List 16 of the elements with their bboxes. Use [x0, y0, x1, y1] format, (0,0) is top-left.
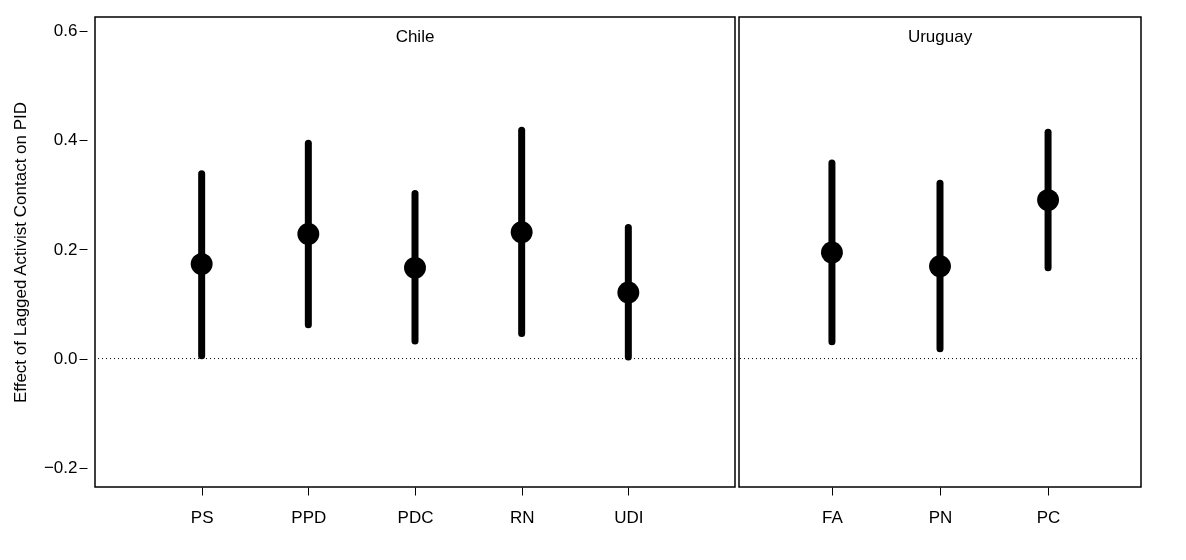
x-tick-label: UDI: [614, 507, 644, 527]
x-tick-label: PN: [928, 507, 953, 527]
text: Chile: [395, 27, 435, 46]
x-tick-label: PDC: [397, 507, 434, 527]
y-tick-label: 0.2: [53, 239, 78, 259]
x-tick-label: PS: [190, 507, 214, 527]
x-tick-label: FA: [822, 507, 844, 527]
y-tick-label: 0.0: [53, 349, 78, 369]
y-tick-label: −0.2: [43, 458, 78, 478]
x-tick-label: RN: [509, 507, 535, 527]
y-axis-title: Effect of Lagged Activist Contact on PID: [10, 101, 30, 404]
y-tick-label: 0.6: [53, 21, 78, 41]
x-tick-label: PC: [1036, 507, 1061, 527]
y-tick-label: 0.4: [53, 130, 78, 150]
x-tick-label: PPD: [291, 507, 327, 527]
text: Uruguay: [907, 27, 973, 46]
